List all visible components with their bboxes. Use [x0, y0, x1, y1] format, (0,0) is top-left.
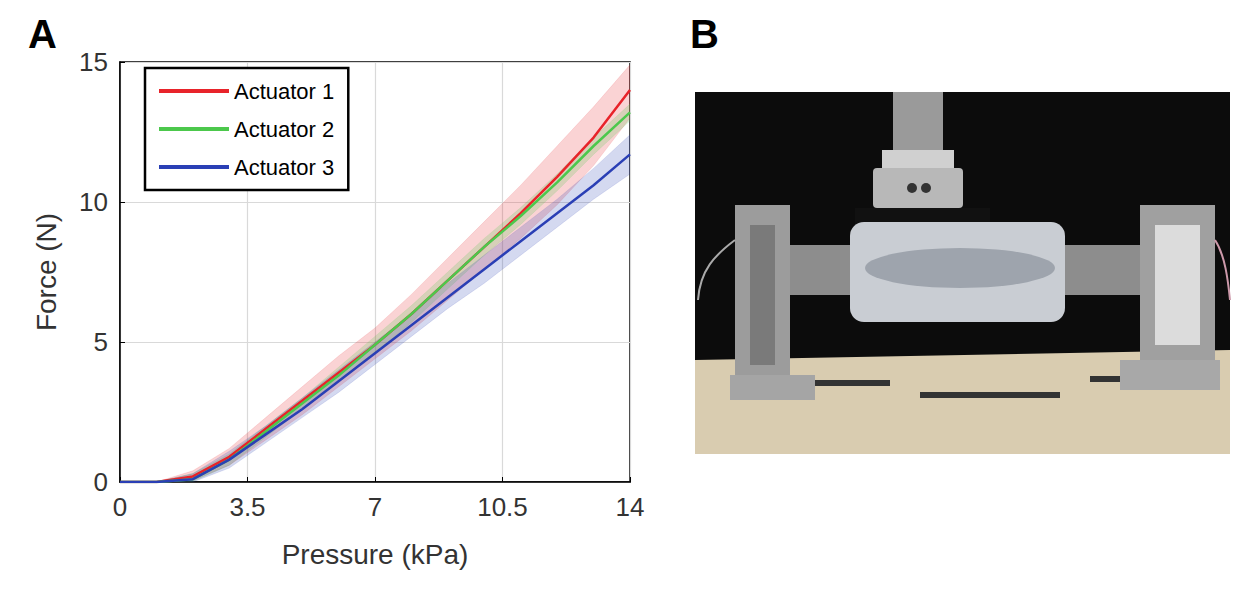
svg-text:10: 10	[79, 187, 108, 217]
svg-text:0: 0	[94, 467, 108, 497]
svg-text:Actuator 3: Actuator 3	[234, 155, 334, 180]
svg-text:7: 7	[368, 492, 382, 522]
html-text:A: A	[28, 12, 57, 56]
svg-text:15: 15	[79, 47, 108, 77]
svg-text:Actuator 1: Actuator 1	[234, 79, 334, 104]
svg-text:Pressure (kPa): Pressure (kPa)	[282, 539, 469, 570]
svg-text:5: 5	[94, 327, 108, 357]
html-text:B: B	[690, 12, 719, 56]
svg-text:3.5: 3.5	[229, 492, 265, 522]
svg-text:10.5: 10.5	[477, 492, 528, 522]
svg-text:Force (N): Force (N)	[31, 213, 62, 331]
svg-text:0: 0	[113, 492, 127, 522]
svg-text:14: 14	[616, 492, 645, 522]
svg-text:Actuator 2: Actuator 2	[234, 117, 334, 142]
